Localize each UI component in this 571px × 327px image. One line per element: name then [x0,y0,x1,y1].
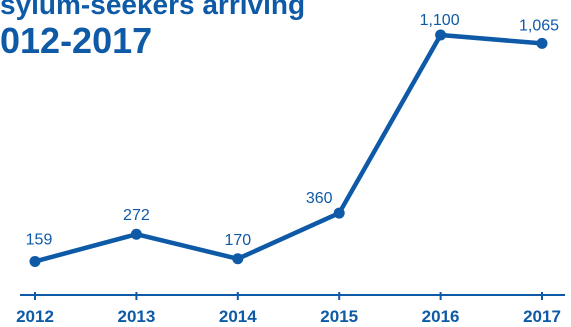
data-point-2012 [29,255,41,267]
x-tick-label-2016: 2016 [422,307,460,326]
series-line [32,32,545,264]
data-point-2017 [536,37,548,49]
data-label-2016: 1,100 [420,12,460,29]
data-label-2017: 1,065 [519,17,559,34]
x-tick-label-2014: 2014 [219,307,257,326]
x-tick-label-2012: 2012 [16,307,54,326]
chart-title-line-1: sylum-seekers arriving [0,0,306,20]
chart-title: sylum-seekers arriving 012-2017 [0,0,305,60]
data-point-2016 [435,29,447,41]
data-label-2015: 360 [306,190,333,207]
data-point-2013 [130,228,142,240]
x-tick-label-2015: 2015 [320,307,358,326]
chart-title-line-2: 012-2017 [0,19,153,61]
data-label-2012: 159 [26,231,53,248]
data-point-2015 [333,207,345,219]
data-point-2014 [232,253,244,265]
data-label-2014: 170 [224,232,251,249]
data-label-2013: 272 [123,207,150,224]
x-tick-label-2017: 2017 [523,307,561,326]
x-tick-label-2013: 2013 [117,307,155,326]
